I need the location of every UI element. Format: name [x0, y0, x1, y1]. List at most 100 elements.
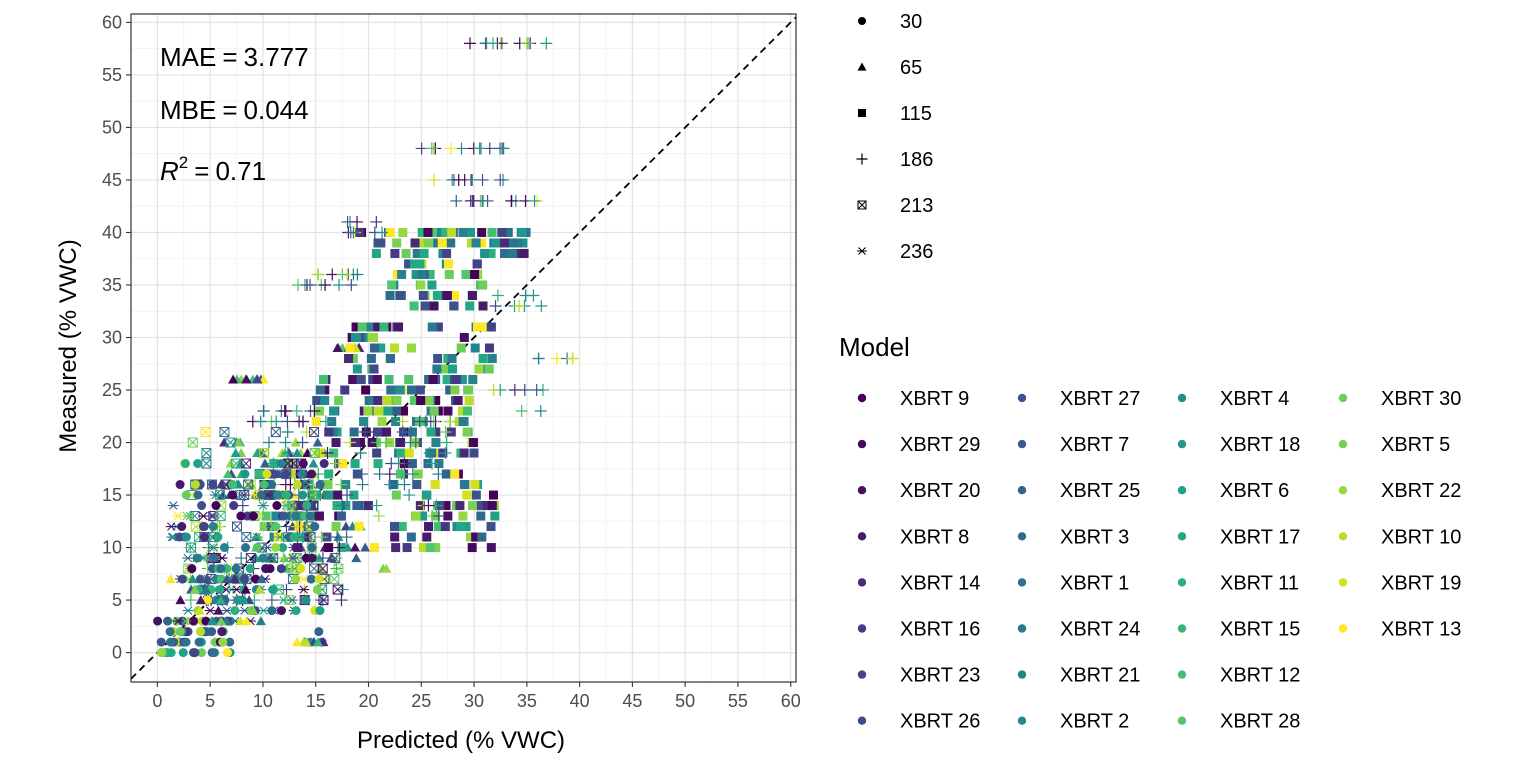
- color-legend-item: XBRT 28: [1177, 711, 1300, 733]
- data-point: [450, 469, 460, 479]
- data-point: [199, 532, 209, 542]
- data-point: [464, 37, 477, 50]
- data-point: [373, 238, 383, 248]
- x-tick-label: 55: [728, 691, 748, 711]
- shape-legend-key: [858, 17, 866, 25]
- data-point: [326, 268, 339, 281]
- data-point: [442, 248, 452, 258]
- data-point: [352, 364, 362, 374]
- data-point: [351, 215, 364, 228]
- mbe-annotation: MBE = 0.044: [160, 95, 309, 125]
- data-point: [387, 280, 397, 290]
- data-point: [308, 405, 321, 418]
- data-point: [458, 417, 468, 427]
- data-point: [312, 585, 322, 595]
- data-point: [286, 459, 296, 469]
- data-point: [231, 564, 241, 574]
- data-point: [397, 269, 407, 279]
- data-point: [468, 438, 478, 448]
- data-point: [373, 468, 386, 481]
- data-point: [219, 437, 230, 447]
- data-point: [378, 427, 388, 437]
- data-point: [459, 332, 469, 342]
- data-point: [443, 406, 453, 416]
- data-point: [231, 521, 242, 532]
- data-point: [193, 459, 203, 469]
- data-point: [402, 543, 412, 553]
- data-point: [312, 396, 322, 406]
- color-legend-item: XBRT 5: [1338, 434, 1450, 456]
- data-point: [315, 480, 325, 490]
- data-point: [487, 354, 497, 364]
- data-point: [336, 499, 349, 512]
- data-point: [406, 343, 416, 353]
- data-point: [441, 364, 451, 374]
- data-point: [473, 142, 486, 155]
- y-tick-label: 5: [112, 590, 122, 610]
- data-point: [290, 520, 303, 533]
- data-point: [289, 532, 299, 542]
- data-point: [182, 606, 194, 615]
- color-legend-label: XBRT 28: [1220, 711, 1300, 733]
- data-point: [292, 448, 303, 458]
- data-point: [478, 354, 488, 364]
- color-legend-item: XBRT 22: [1338, 480, 1461, 502]
- data-point: [469, 448, 479, 458]
- data-point: [494, 173, 507, 186]
- data-point: [407, 459, 417, 469]
- data-point: [507, 248, 517, 258]
- shape-legend-item: 236: [857, 241, 933, 263]
- data-point: [361, 385, 371, 395]
- y-tick-label: 40: [102, 222, 122, 242]
- data-point: [503, 227, 513, 237]
- data-point: [265, 594, 278, 607]
- color-legend-title: Model: [839, 332, 910, 362]
- color-legend-key: [857, 716, 867, 725]
- data-point: [260, 458, 271, 468]
- data-point: [451, 375, 461, 385]
- data-point: [305, 532, 316, 543]
- data-point: [482, 501, 492, 511]
- data-point: [372, 427, 382, 437]
- data-point: [392, 396, 402, 406]
- color-legend-item: XBRT 27: [1017, 388, 1140, 410]
- data-point: [307, 490, 318, 501]
- color-legend-label: XBRT 23: [900, 665, 980, 687]
- data-point: [431, 438, 441, 448]
- data-point: [419, 415, 432, 428]
- data-point: [464, 396, 474, 406]
- data-point: [466, 227, 476, 237]
- data-point: [213, 605, 224, 615]
- data-point: [440, 436, 453, 449]
- data-point: [390, 343, 400, 353]
- data-point: [309, 563, 320, 574]
- data-point: [450, 194, 463, 207]
- data-point: [210, 490, 222, 500]
- data-point: [181, 490, 191, 500]
- data-point: [443, 415, 456, 428]
- data-point: [319, 415, 332, 428]
- data-point: [319, 278, 332, 291]
- data-point: [273, 490, 283, 500]
- data-point: [404, 436, 417, 449]
- data-point: [239, 490, 250, 501]
- data-point: [470, 269, 480, 279]
- data-point: [190, 480, 200, 490]
- data-point: [368, 332, 378, 342]
- shape-legend-label: 65: [900, 57, 922, 79]
- data-point: [418, 511, 428, 521]
- data-point: [333, 541, 346, 554]
- color-legend-label: XBRT 15: [1220, 619, 1300, 641]
- data-point: [208, 522, 218, 532]
- data-point: [310, 522, 320, 532]
- data-point: [165, 627, 175, 637]
- data-point: [281, 415, 294, 428]
- data-point: [201, 448, 212, 459]
- data-point: [433, 354, 443, 364]
- data-point: [298, 490, 308, 500]
- data-point: [245, 564, 255, 574]
- color-legend-key: [857, 624, 867, 633]
- data-point: [513, 299, 526, 312]
- color-legend-item: XBRT 7: [1017, 434, 1129, 456]
- data-point: [348, 375, 358, 385]
